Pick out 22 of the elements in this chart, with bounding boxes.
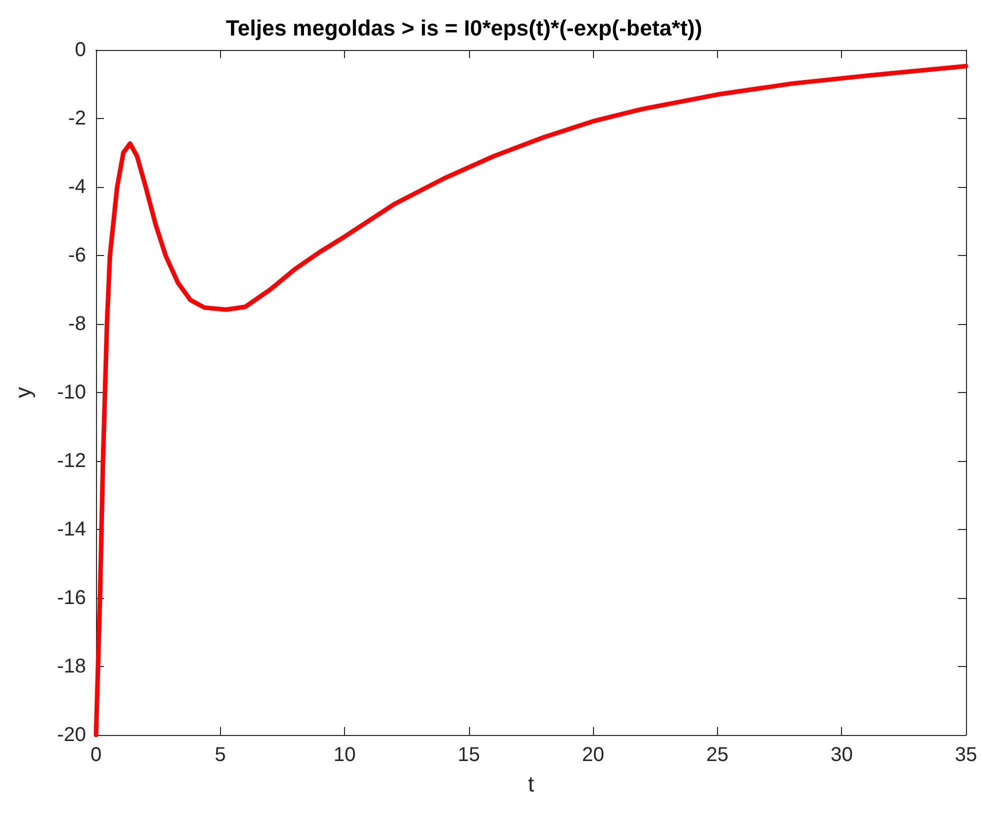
x-tick-label: 30 bbox=[830, 744, 853, 766]
chart-title: Teljes megoldas > is = I0*eps(t)*(-exp(-beta*t)) bbox=[226, 16, 702, 40]
y-tick-label: -10 bbox=[57, 382, 86, 404]
y-tick-label: -14 bbox=[57, 518, 86, 540]
y-axis-title: y bbox=[10, 387, 36, 398]
y-tick-label: -18 bbox=[57, 656, 86, 678]
y-tick-label: 0 bbox=[74, 39, 86, 61]
x-axis-title: t bbox=[528, 772, 534, 796]
y-tick-label: -16 bbox=[57, 587, 86, 609]
y-tick-label: -4 bbox=[68, 176, 86, 198]
x-tick-label: 0 bbox=[90, 744, 102, 766]
x-tick-label: 5 bbox=[214, 744, 226, 766]
x-tick-label: 35 bbox=[954, 744, 978, 766]
y-tick-label: -12 bbox=[57, 450, 86, 472]
x-tick-label: 20 bbox=[582, 744, 604, 766]
x-tick-label: 25 bbox=[706, 744, 729, 766]
y-tick-label: -2 bbox=[68, 108, 86, 130]
y-tick-label: -20 bbox=[57, 724, 86, 746]
y-tick-label: -6 bbox=[68, 244, 86, 266]
x-tick-label: 15 bbox=[458, 744, 480, 766]
y-tick-label: -8 bbox=[68, 313, 86, 335]
x-tick-label: 10 bbox=[333, 744, 356, 766]
